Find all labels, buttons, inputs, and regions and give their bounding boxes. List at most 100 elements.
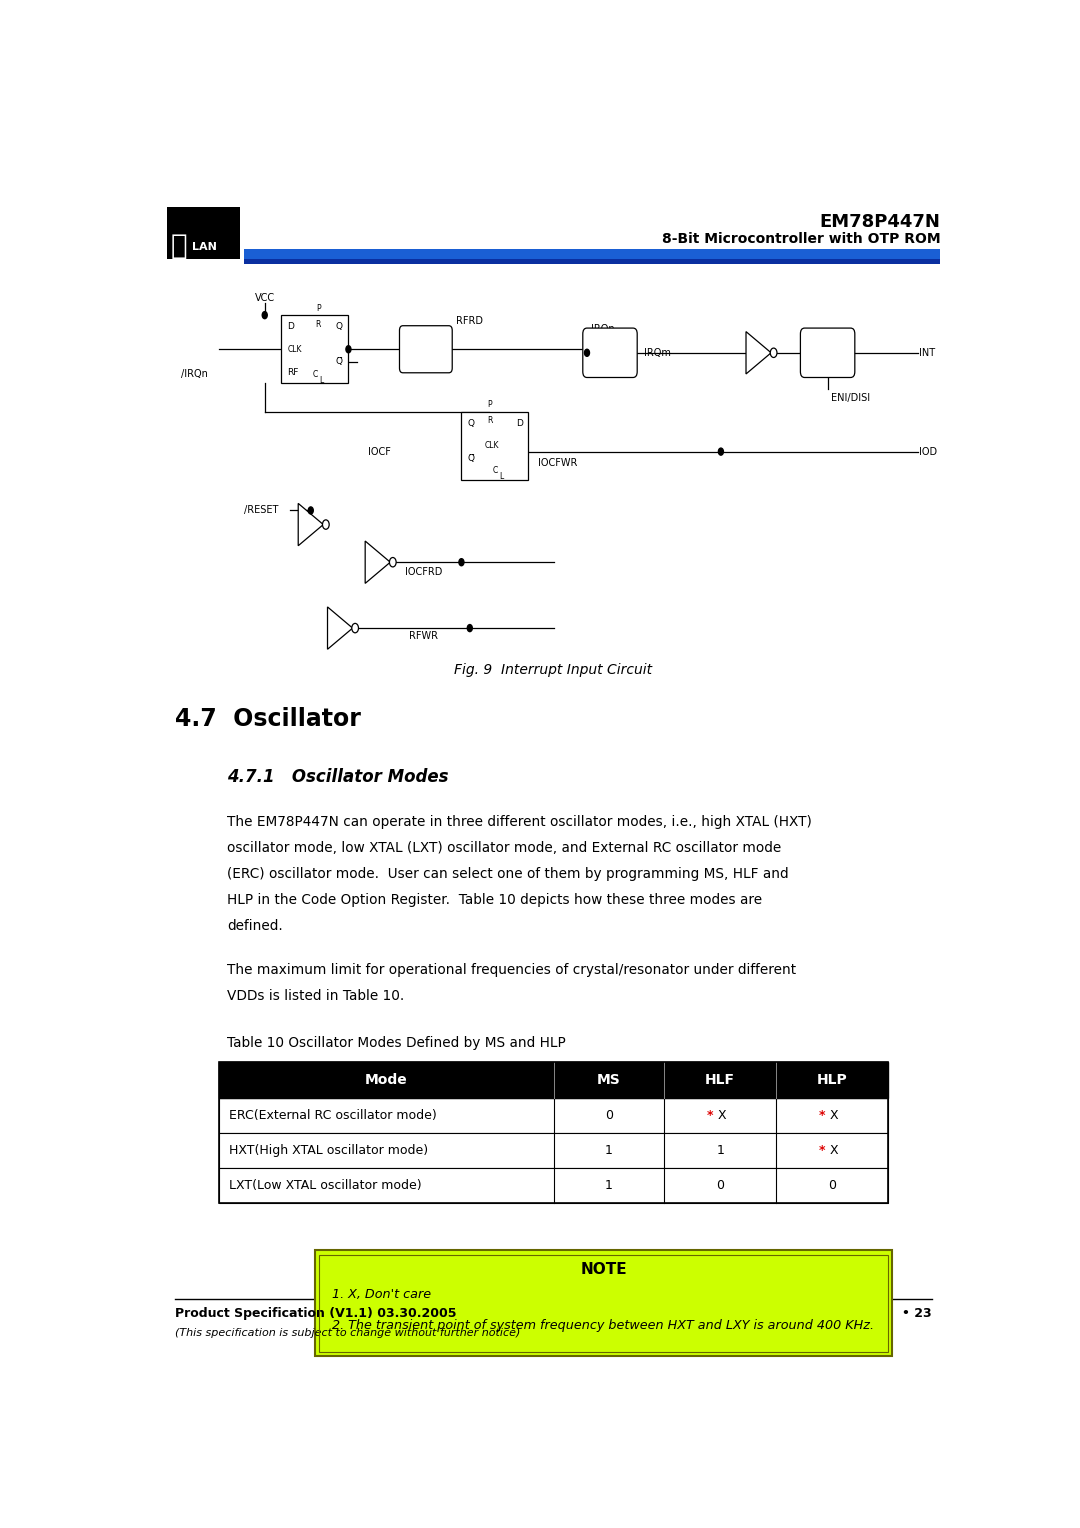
Text: L: L: [499, 472, 503, 481]
Text: 2. The transient point of system frequency between HXT and LXY is around 400 KHz: 2. The transient point of system frequen…: [332, 1319, 874, 1332]
Polygon shape: [298, 503, 323, 545]
Text: IOD: IOD: [919, 446, 937, 457]
Text: MS: MS: [597, 1073, 621, 1086]
Text: Mode: Mode: [365, 1073, 407, 1086]
Circle shape: [262, 312, 267, 319]
Text: Q: Q: [468, 419, 474, 428]
Text: /IRQn: /IRQn: [181, 368, 208, 379]
Text: R: R: [315, 319, 321, 329]
Text: CLK: CLK: [287, 345, 301, 354]
Text: defined.: defined.: [227, 918, 283, 932]
Text: HLP: HLP: [816, 1073, 848, 1086]
Text: The maximum limit for operational frequencies of crystal/resonator under differe: The maximum limit for operational freque…: [227, 964, 796, 978]
Text: X: X: [829, 1144, 838, 1157]
Text: Q̅: Q̅: [336, 358, 342, 367]
Circle shape: [390, 558, 396, 567]
Text: VDDs is listed in Table 10.: VDDs is listed in Table 10.: [227, 989, 404, 1004]
Circle shape: [308, 507, 313, 513]
Bar: [461, 411, 528, 480]
Text: 0: 0: [716, 1180, 725, 1192]
Text: • 23: • 23: [902, 1306, 932, 1320]
Text: ℰ: ℰ: [171, 232, 187, 260]
Circle shape: [468, 625, 472, 631]
Circle shape: [584, 350, 590, 356]
Text: RFRD: RFRD: [457, 316, 484, 325]
Text: /RESET: /RESET: [244, 506, 279, 515]
Text: CLK: CLK: [485, 442, 499, 451]
Text: 4.7.1   Oscillator Modes: 4.7.1 Oscillator Modes: [227, 769, 448, 785]
Text: Product Specification (V1.1) 03.30.2005: Product Specification (V1.1) 03.30.2005: [175, 1306, 457, 1320]
Text: R: R: [487, 416, 492, 425]
Bar: [218, 1062, 888, 1097]
Text: HLP in the Code Option Register.  Table 10 depicts how these three modes are: HLP in the Code Option Register. Table 1…: [227, 892, 762, 906]
Bar: [320, 1254, 889, 1352]
Text: Table 10 Oscillator Modes Defined by MS and HLP: Table 10 Oscillator Modes Defined by MS …: [227, 1036, 566, 1050]
Text: 8-Bit Microcontroller with OTP ROM: 8-Bit Microcontroller with OTP ROM: [662, 232, 941, 246]
Text: *: *: [820, 1109, 826, 1122]
Text: EM78P447N: EM78P447N: [820, 212, 941, 231]
Text: *: *: [820, 1144, 826, 1157]
Text: IRQn: IRQn: [591, 324, 615, 335]
Text: oscillator mode, low XTAL (LXT) oscillator mode, and External RC oscillator mode: oscillator mode, low XTAL (LXT) oscillat…: [227, 840, 781, 856]
Text: Q̅: Q̅: [468, 454, 474, 463]
Text: RF: RF: [287, 368, 299, 377]
Text: L: L: [320, 376, 324, 385]
Text: Q: Q: [336, 322, 342, 332]
Text: LXT(Low XTAL oscillator mode): LXT(Low XTAL oscillator mode): [229, 1180, 421, 1192]
Bar: [218, 1097, 888, 1132]
Circle shape: [718, 448, 724, 455]
Text: 1: 1: [605, 1144, 612, 1157]
Text: C: C: [492, 466, 498, 475]
Text: 1: 1: [605, 1180, 612, 1192]
Polygon shape: [365, 541, 390, 584]
Text: D: D: [287, 322, 294, 332]
Circle shape: [323, 520, 329, 529]
Text: 4.7  Oscillator: 4.7 Oscillator: [175, 707, 361, 730]
Text: P: P: [487, 400, 491, 410]
FancyBboxPatch shape: [583, 329, 637, 377]
Text: P: P: [316, 304, 321, 313]
Text: VCC: VCC: [255, 293, 274, 304]
Circle shape: [352, 623, 359, 633]
Text: X: X: [717, 1109, 726, 1122]
Bar: [166, 208, 241, 260]
Bar: [282, 315, 349, 384]
Circle shape: [346, 345, 351, 353]
Text: D: D: [515, 419, 523, 428]
Text: (ERC) oscillator mode.  User can select one of them by programming MS, HLF and: (ERC) oscillator mode. User can select o…: [227, 866, 788, 882]
Text: NOTE: NOTE: [580, 1262, 627, 1277]
Text: 1. X, Don't care: 1. X, Don't care: [332, 1288, 431, 1302]
Text: 1: 1: [716, 1144, 725, 1157]
FancyBboxPatch shape: [400, 325, 453, 373]
Polygon shape: [327, 607, 352, 649]
Text: IOCF: IOCF: [367, 446, 391, 457]
Text: 0: 0: [605, 1109, 612, 1122]
Circle shape: [459, 559, 464, 565]
Text: *: *: [707, 1109, 714, 1122]
Text: IOCFRD: IOCFRD: [405, 567, 443, 576]
Text: X: X: [829, 1109, 838, 1122]
Polygon shape: [746, 332, 771, 374]
Text: Fig. 9  Interrupt Input Circuit: Fig. 9 Interrupt Input Circuit: [455, 663, 652, 677]
Text: (This specification is subject to change without further notice): (This specification is subject to change…: [175, 1328, 521, 1339]
Text: The EM78P447N can operate in three different oscillator modes, i.e., high XTAL (: The EM78P447N can operate in three diffe…: [227, 814, 812, 830]
Circle shape: [770, 348, 777, 358]
Text: INT: INT: [919, 348, 935, 358]
Bar: [218, 1132, 888, 1167]
Text: 0: 0: [828, 1180, 836, 1192]
Bar: [218, 1167, 888, 1204]
Text: HLF: HLF: [705, 1073, 735, 1086]
Bar: [218, 1062, 888, 1097]
Text: IOCFWR: IOCFWR: [539, 458, 578, 469]
Text: IRQm: IRQm: [644, 348, 671, 358]
Bar: [244, 260, 941, 264]
Bar: [315, 1250, 892, 1357]
Text: RFWR: RFWR: [409, 631, 438, 642]
Text: LAN: LAN: [192, 241, 217, 252]
Bar: [218, 1062, 888, 1204]
Text: C: C: [312, 370, 318, 379]
Bar: [244, 249, 941, 260]
Text: ERC(External RC oscillator mode): ERC(External RC oscillator mode): [229, 1109, 436, 1122]
Text: HXT(High XTAL oscillator mode): HXT(High XTAL oscillator mode): [229, 1144, 428, 1157]
FancyBboxPatch shape: [800, 329, 855, 377]
